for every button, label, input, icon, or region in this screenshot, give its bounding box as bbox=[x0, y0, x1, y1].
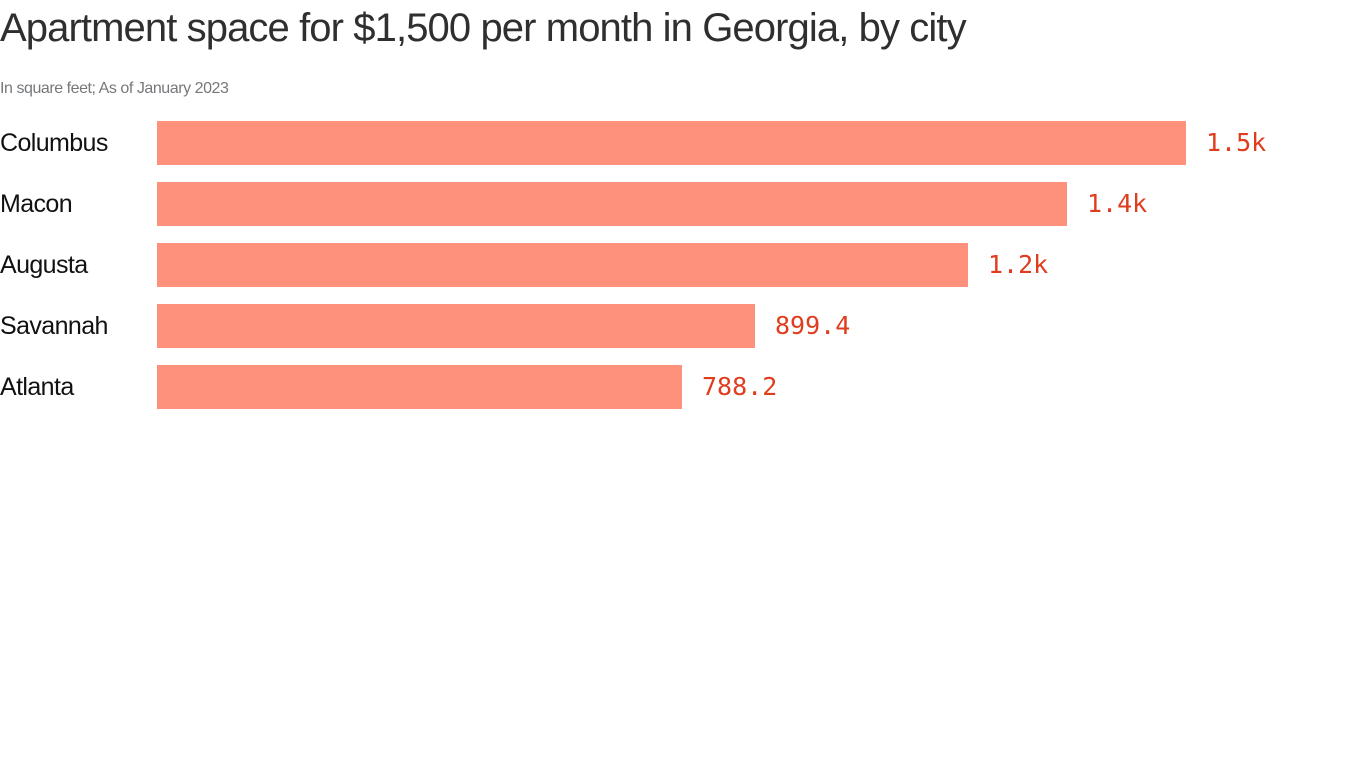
bar-row: Savannah 899.4 bbox=[0, 304, 1366, 348]
category-label: Atlanta bbox=[0, 373, 74, 401]
category-label: Savannah bbox=[0, 312, 108, 340]
bar-value-label: 1.5k bbox=[1206, 128, 1267, 157]
bar-track: 1.5k bbox=[157, 121, 1366, 165]
category-label: Augusta bbox=[0, 251, 88, 279]
bar-row: Macon 1.4k bbox=[0, 182, 1366, 226]
chart-subtitle: In square feet; As of January 2023 bbox=[0, 80, 229, 97]
bar-macon[interactable] bbox=[157, 182, 1067, 226]
bar-atlanta[interactable] bbox=[157, 365, 682, 409]
category-label: Columbus bbox=[0, 129, 108, 157]
bar-row: Columbus 1.5k bbox=[0, 121, 1366, 165]
bar-row: Atlanta 788.2 bbox=[0, 365, 1366, 409]
bar-value-label: 788.2 bbox=[702, 372, 778, 401]
bar-track: 899.4 bbox=[157, 304, 1366, 348]
bar-row: Augusta 1.2k bbox=[0, 243, 1366, 287]
bar-columbus[interactable] bbox=[157, 121, 1186, 165]
bar-chart-plot-area: Columbus 1.5k Macon 1.4k Augusta 1.2k Sa… bbox=[0, 115, 1366, 420]
chart-title: Apartment space for $1,500 per month in … bbox=[0, 6, 967, 50]
bar-value-label: 1.2k bbox=[988, 250, 1049, 279]
bar-savannah[interactable] bbox=[157, 304, 755, 348]
category-label: Macon bbox=[0, 190, 73, 218]
bar-track: 1.4k bbox=[157, 182, 1366, 226]
bar-value-label: 1.4k bbox=[1087, 189, 1148, 218]
bar-track: 1.2k bbox=[157, 243, 1366, 287]
bar-value-label: 899.4 bbox=[775, 311, 851, 340]
bar-track: 788.2 bbox=[157, 365, 1366, 409]
bar-augusta[interactable] bbox=[157, 243, 968, 287]
